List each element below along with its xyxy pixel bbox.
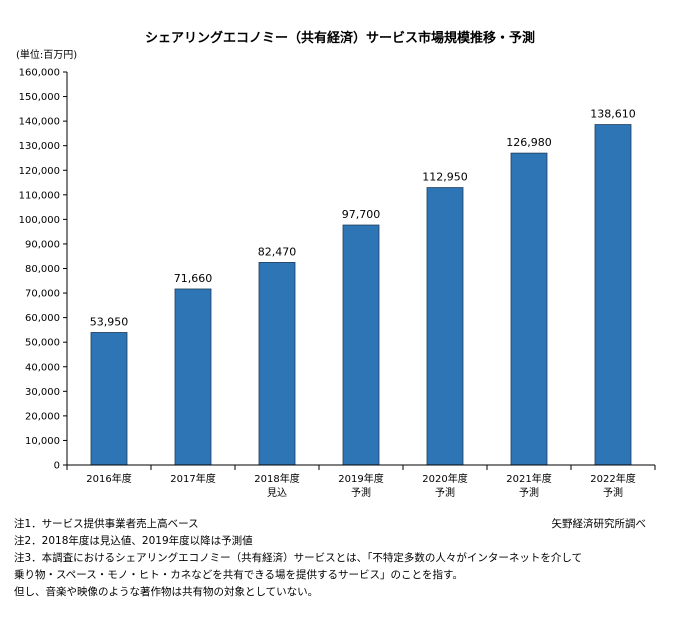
y-tick-label: 160,000 — [19, 68, 60, 79]
y-tick-label: 130,000 — [19, 141, 60, 152]
y-tick-label: 60,000 — [25, 313, 60, 324]
x-tick-label: 2022年度 — [590, 472, 635, 485]
y-tick-label: 20,000 — [25, 411, 60, 422]
bar — [426, 187, 464, 466]
bar — [342, 224, 380, 466]
footnote-line: 注2．2018年度は見込値、2019年度以降は予測値 — [14, 535, 253, 547]
bar — [174, 288, 212, 466]
y-tick-label: 30,000 — [25, 387, 60, 398]
bar — [510, 152, 548, 466]
data-label: 138,610 — [590, 108, 636, 121]
x-tick-label: 予測 — [435, 486, 455, 499]
y-tick-label: 150,000 — [19, 92, 60, 103]
y-axis: 0 10,000 20,000 30,000 40,000 50,000 60,000 70,… — [19, 68, 68, 472]
y-tick-label: 80,000 — [25, 264, 60, 275]
x-tick-label: 2019年度 — [338, 472, 383, 485]
x-tick-label: 2017年度 — [170, 472, 215, 485]
x-tick-label: 2016年度 — [86, 472, 131, 485]
data-label: 126,980 — [506, 136, 552, 149]
bar-chart: シェアリングエコノミー（共有経済）サービス市場規模推移・予測 (単位:百万円) … — [16, 30, 656, 499]
footnote-line: 注3．本調査におけるシェアリングエコノミー（共有経済）サービスとは、「不特定多数… — [14, 552, 583, 564]
source-credit: 矢野経済研究所調べ — [551, 518, 647, 530]
x-tick-label: 見込 — [267, 487, 287, 499]
x-tick-label: 2021年度 — [506, 472, 551, 485]
y-tick-label: 120,000 — [19, 166, 60, 177]
x-tick-label: 予測 — [351, 486, 371, 499]
footnotes: 注1．サービス提供事業者売上高ベース 注2．2018年度は見込値、2019年度以… — [14, 516, 666, 601]
footnote-line: 乗り物・スペース・モノ・ヒト・カネなどを共有できる場を提供するサービス」のことを… — [14, 569, 463, 581]
y-tick-label: 50,000 — [25, 338, 60, 349]
data-label: 71,660 — [174, 272, 213, 285]
y-tick-label: 100,000 — [19, 215, 60, 226]
data-label: 97,700 — [342, 208, 381, 221]
y-tick-label: 110,000 — [19, 190, 60, 201]
data-label: 82,470 — [258, 245, 297, 258]
bar — [258, 262, 296, 466]
x-tick-label: 2018年度 — [254, 472, 299, 485]
chart-title: シェアリングエコノミー（共有経済）サービス市場規模推移・予測 — [145, 30, 535, 46]
bar — [594, 124, 632, 466]
x-axis: 2016年度 2017年度 2018年度見込2019年度予測2020年度予測2021… — [66, 464, 656, 499]
y-tick-label: 40,000 — [25, 362, 60, 373]
y-tick-label: 90,000 — [25, 239, 60, 250]
bars: 53,950 71,660 82,470 97,700 112,950 126,980 13… — [90, 108, 636, 466]
data-label: 53,950 — [90, 315, 129, 328]
data-label: 112,950 — [422, 171, 468, 184]
y-tick-label: 0 — [54, 461, 60, 472]
y-tick-label: 70,000 — [25, 289, 60, 300]
footnote-line: 但し、音楽や映像のような著作物は共有物の対象としていない。 — [14, 586, 319, 598]
bar — [90, 332, 128, 466]
x-tick-label: 予測 — [603, 486, 623, 499]
y-tick-label: 10,000 — [25, 436, 60, 447]
unit-label: (単位:百万円) — [16, 48, 77, 61]
x-tick-label: 予測 — [519, 486, 539, 499]
y-tick-label: 140,000 — [19, 117, 60, 128]
x-tick-label: 2020年度 — [422, 472, 467, 485]
footnote-line: 注1．サービス提供事業者売上高ベース — [14, 518, 199, 530]
